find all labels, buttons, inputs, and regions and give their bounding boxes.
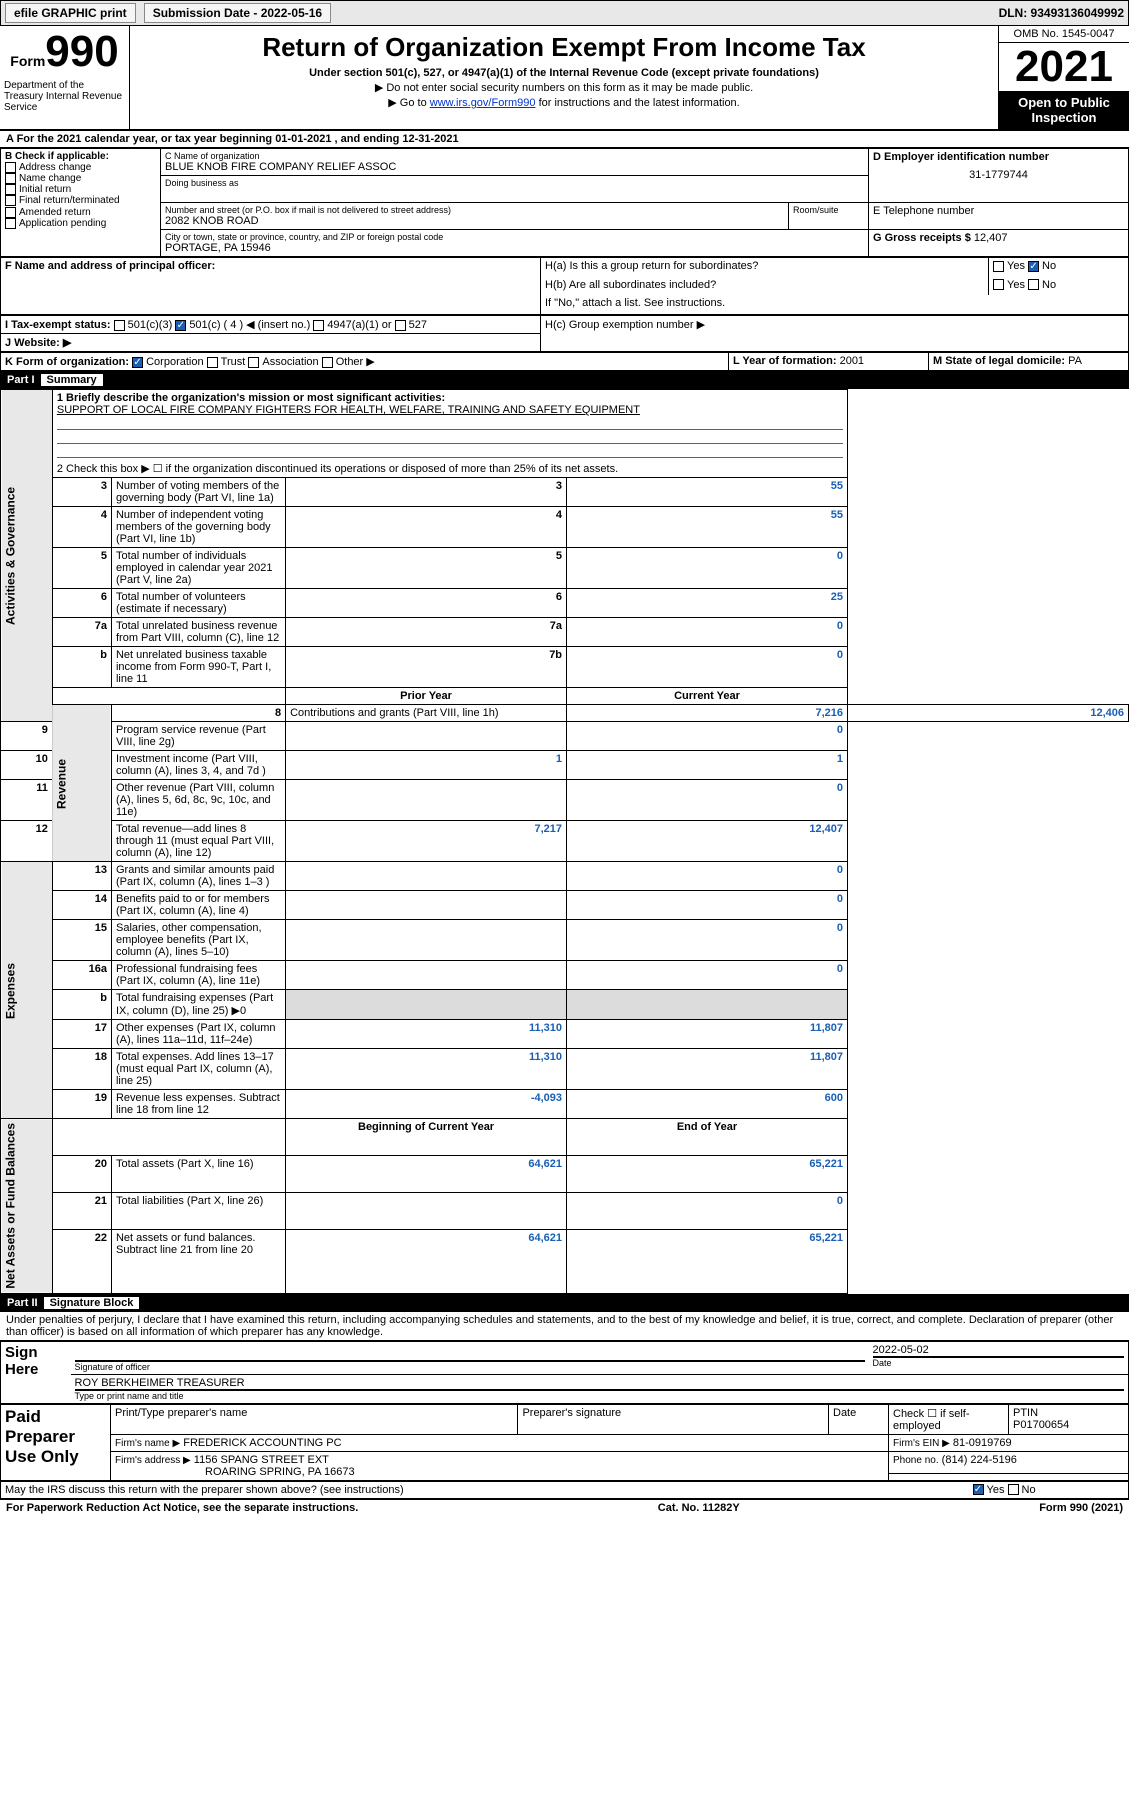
- hc-label: H(c) Group exemption number ▶: [545, 319, 705, 331]
- form-header: Form990 Department of the Treasury Inter…: [0, 26, 1129, 131]
- g-value: 12,407: [974, 232, 1008, 244]
- efile-button[interactable]: efile GRAPHIC print: [5, 3, 136, 23]
- org-name: BLUE KNOB FIRE COMPANY RELIEF ASSOC: [165, 161, 864, 173]
- dba-label: Doing business as: [165, 178, 864, 188]
- omb-number: OMB No. 1545-0047: [999, 26, 1129, 43]
- street-label: Number and street (or P.O. box if mail i…: [165, 205, 784, 215]
- ij-table: I Tax-exempt status: 501(c)(3) 501(c) ( …: [0, 315, 1129, 352]
- fh-table: F Name and address of principal officer:…: [0, 257, 1129, 315]
- e-label: E Telephone number: [873, 205, 1124, 217]
- submission-button[interactable]: Submission Date - 2022-05-16: [144, 3, 331, 23]
- room-label: Room/suite: [793, 205, 864, 215]
- k-label: K Form of organization:: [5, 356, 129, 368]
- vlabel-exp: Expenses: [1, 862, 53, 1119]
- footer-left: For Paperwork Reduction Act Notice, see …: [6, 1502, 358, 1514]
- topbar: efile GRAPHIC print Submission Date - 20…: [0, 0, 1129, 26]
- b-item: Address change: [5, 162, 156, 173]
- c-label: C Name of organization: [165, 151, 864, 161]
- dept-text: Department of the Treasury Internal Reve…: [4, 80, 125, 113]
- form-number: 990: [45, 27, 118, 76]
- line1-label: 1 Briefly describe the organization's mi…: [57, 392, 843, 404]
- sign-here: Sign Here: [1, 1341, 71, 1403]
- ha-label: H(a) Is this a group return for subordin…: [545, 260, 758, 272]
- vlabel-net: Net Assets or Fund Balances: [1, 1119, 53, 1294]
- form-subtitle: Under section 501(c), 527, or 4947(a)(1)…: [136, 67, 992, 79]
- dln-text: DLN: 93493136049992: [999, 6, 1124, 20]
- part2-header: Part IISignature Block: [0, 1294, 1129, 1312]
- klm-table: K Form of organization: Corporation Trus…: [0, 352, 1129, 371]
- identity-table: B Check if applicable: Address change Na…: [0, 148, 1129, 257]
- b-item: Name change: [5, 173, 156, 184]
- vlabel-rev: Revenue: [52, 705, 111, 862]
- hb-label: H(b) Are all subordinates included?: [545, 279, 716, 291]
- ein-value: 31-1779744: [873, 169, 1124, 181]
- l-label: L Year of formation:: [733, 355, 837, 367]
- mission-text: SUPPORT OF LOCAL FIRE COMPANY FIGHTERS F…: [57, 404, 843, 416]
- b-item: Application pending: [5, 218, 156, 229]
- j-label: J Website: ▶: [5, 337, 71, 349]
- signature-table: Sign Here Signature of officer 2022-05-0…: [0, 1341, 1129, 1404]
- page-footer: For Paperwork Reduction Act Notice, see …: [0, 1499, 1129, 1516]
- line2: 2 Check this box ▶ ☐ if the organization…: [52, 460, 847, 478]
- footer-mid: Cat. No. 11282Y: [658, 1502, 740, 1514]
- b-item: Amended return: [5, 207, 156, 218]
- b-item: Initial return: [5, 184, 156, 195]
- f-label: F Name and address of principal officer:: [5, 260, 536, 272]
- m-label: M State of legal domicile:: [933, 355, 1065, 367]
- summary-table: Activities & Governance 1 Briefly descri…: [0, 389, 1129, 1294]
- officer-name: ROY BERKHEIMER TREASURER: [75, 1377, 1125, 1389]
- city-value: PORTAGE, PA 15946: [165, 242, 864, 254]
- tax-year: 2021: [999, 43, 1129, 91]
- note2-pre: ▶ Go to: [388, 97, 429, 109]
- may-irs-row: May the IRS discuss this return with the…: [0, 1481, 1129, 1499]
- tax-year-line: A For the 2021 calendar year, or tax yea…: [0, 131, 1129, 148]
- b-title: B Check if applicable:: [5, 151, 156, 162]
- form-title: Return of Organization Exempt From Incom…: [136, 32, 992, 63]
- hb-note: If "No," attach a list. See instructions…: [545, 297, 1124, 309]
- note2-post: for instructions and the latest informat…: [536, 97, 740, 109]
- g-label: G Gross receipts $: [873, 232, 971, 244]
- form-prefix: Form: [10, 53, 45, 69]
- b-item: Final return/terminated: [5, 195, 156, 206]
- d-label: D Employer identification number: [873, 151, 1124, 163]
- city-label: City or town, state or province, country…: [165, 232, 864, 242]
- note2: ▶ Go to www.irs.gov/Form990 for instruct…: [136, 96, 992, 109]
- part1-header: Part ISummary: [0, 371, 1129, 389]
- penalty-text: Under penalties of perjury, I declare th…: [0, 1312, 1129, 1341]
- note1: ▶ Do not enter social security numbers o…: [136, 81, 992, 94]
- inspection-badge: Open to Public Inspection: [999, 91, 1129, 129]
- i-label: I Tax-exempt status:: [5, 319, 111, 331]
- footer-right: Form 990 (2021): [1039, 1502, 1123, 1514]
- irs-link[interactable]: www.irs.gov/Form990: [430, 97, 536, 109]
- preparer-table: Paid Preparer Use Only Print/Type prepar…: [0, 1404, 1129, 1481]
- vlabel-gov: Activities & Governance: [1, 390, 53, 722]
- street-value: 2082 KNOB ROAD: [165, 215, 784, 227]
- paid-preparer: Paid Preparer Use Only: [1, 1404, 111, 1480]
